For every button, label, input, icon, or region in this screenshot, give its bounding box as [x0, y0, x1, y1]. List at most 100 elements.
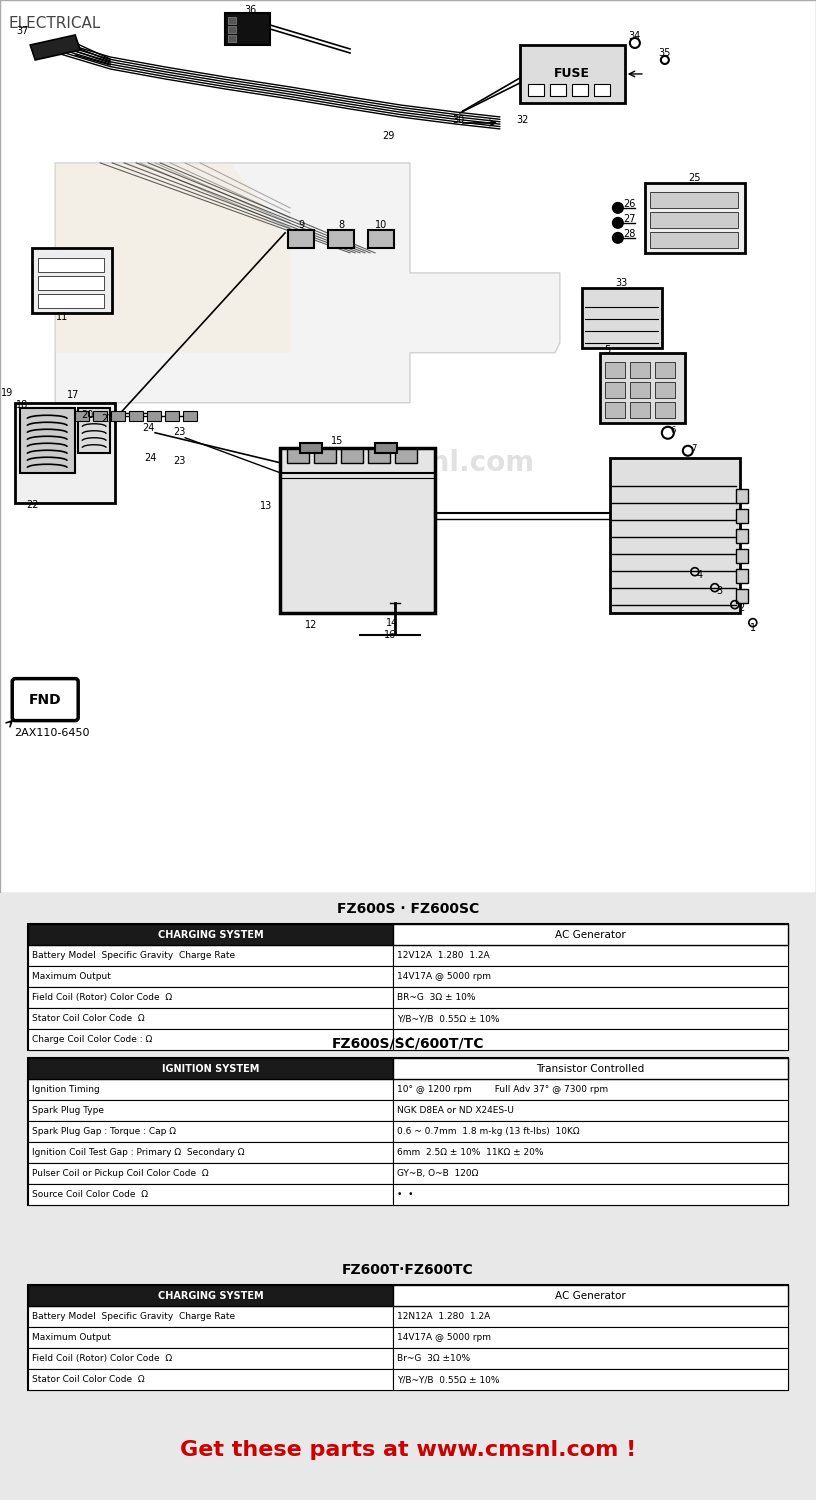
Bar	[28, 966, 392, 987]
Text: Ignition Timing: Ignition Timing	[32, 1086, 100, 1095]
Bar	[28, 1122, 392, 1143]
Bar	[650, 232, 738, 248]
Text: 14: 14	[386, 618, 398, 627]
Bar	[392, 1370, 788, 1390]
Bar	[165, 411, 180, 422]
Bar	[392, 966, 788, 987]
Text: Spark Plug Gap : Torque : Cap Ω: Spark Plug Gap : Torque : Cap Ω	[32, 1128, 176, 1137]
Bar	[395, 448, 417, 462]
Polygon shape	[30, 34, 80, 60]
Text: 9: 9	[298, 220, 304, 230]
Text: CHARGING SYSTEM: CHARGING SYSTEM	[157, 930, 264, 940]
Text: FZ600S/SC/600T/TC: FZ600S/SC/600T/TC	[332, 1036, 484, 1050]
Bar	[78, 408, 110, 453]
Bar	[655, 382, 675, 398]
Bar	[392, 1008, 788, 1029]
Text: 2: 2	[738, 603, 745, 612]
Text: 36: 36	[244, 4, 256, 15]
Bar	[630, 382, 650, 398]
Bar	[375, 442, 397, 453]
Bar	[28, 1059, 788, 1205]
Bar	[228, 16, 236, 24]
Text: •  •: • •	[397, 1191, 413, 1200]
Bar	[28, 1306, 392, 1328]
Bar	[328, 230, 354, 248]
Text: IGNITION SYSTEM: IGNITION SYSTEM	[162, 1064, 259, 1074]
Bar	[392, 1306, 788, 1328]
Bar	[392, 924, 788, 945]
Text: CHARGING SYSTEM: CHARGING SYSTEM	[157, 1290, 264, 1300]
Bar	[28, 987, 392, 1008]
Bar	[572, 84, 588, 96]
Circle shape	[613, 202, 623, 213]
Bar	[605, 362, 625, 378]
Bar	[28, 1059, 392, 1080]
Text: Transistor Controlled: Transistor Controlled	[536, 1064, 645, 1074]
Bar	[228, 34, 236, 42]
Bar	[630, 402, 650, 418]
Bar	[28, 1328, 392, 1348]
Text: 10: 10	[375, 220, 387, 230]
Bar	[341, 448, 363, 462]
Bar	[28, 1286, 392, 1306]
Bar	[28, 924, 788, 1050]
Circle shape	[613, 217, 623, 228]
Bar	[392, 1348, 788, 1370]
Bar	[736, 528, 747, 543]
Text: 35: 35	[659, 48, 671, 58]
Bar	[736, 588, 747, 603]
Bar	[314, 448, 336, 462]
Text: 15: 15	[330, 436, 344, 445]
Text: 5: 5	[604, 345, 610, 355]
Bar	[392, 1164, 788, 1185]
Bar	[610, 458, 740, 612]
Text: Y/B~Y/B  0.55Ω ± 10%: Y/B~Y/B 0.55Ω ± 10%	[397, 1376, 499, 1384]
Bar	[28, 1143, 392, 1164]
Polygon shape	[55, 164, 560, 404]
Bar	[392, 1080, 788, 1101]
Bar	[28, 945, 392, 966]
Bar	[392, 945, 788, 966]
Text: FZ600T·FZ600TC: FZ600T·FZ600TC	[342, 1263, 474, 1276]
Text: Get these parts at www.cmsnl.com !: Get these parts at www.cmsnl.com !	[180, 1440, 636, 1460]
Text: 22: 22	[26, 500, 38, 510]
Text: 16: 16	[384, 630, 396, 639]
Bar	[392, 1143, 788, 1164]
Text: 14V17A @ 5000 rpm: 14V17A @ 5000 rpm	[397, 972, 490, 981]
Text: 29: 29	[382, 130, 394, 141]
Bar	[392, 1122, 788, 1143]
Bar	[129, 411, 143, 422]
Text: Y/B~Y/B  0.55Ω ± 10%: Y/B~Y/B 0.55Ω ± 10%	[397, 1014, 499, 1023]
Bar	[20, 408, 75, 472]
Bar	[645, 183, 745, 254]
Text: ELECTRICAL: ELECTRICAL	[8, 16, 100, 32]
Bar	[594, 84, 610, 96]
Bar	[520, 45, 625, 104]
Bar	[368, 448, 390, 462]
Text: 23: 23	[173, 456, 185, 465]
Bar	[28, 1008, 392, 1029]
Bar	[38, 276, 104, 290]
Bar	[287, 448, 309, 462]
Bar	[736, 489, 747, 502]
Polygon shape	[55, 164, 290, 352]
Bar	[650, 211, 738, 228]
Text: 14V17A @ 5000 rpm: 14V17A @ 5000 rpm	[397, 1334, 490, 1342]
Circle shape	[613, 232, 623, 243]
Bar	[528, 84, 544, 96]
Bar	[288, 230, 314, 248]
Bar	[228, 26, 236, 33]
Bar	[392, 1328, 788, 1348]
Bar	[392, 1101, 788, 1122]
Text: 12N12A  1.280  1.2A: 12N12A 1.280 1.2A	[397, 1312, 490, 1322]
Bar	[655, 402, 675, 418]
Bar	[38, 258, 104, 272]
Text: Battery Model  Specific Gravity  Charge Rate: Battery Model Specific Gravity Charge Ra…	[32, 951, 235, 960]
Bar	[225, 13, 270, 45]
Text: FUSE: FUSE	[554, 68, 590, 81]
Text: 27: 27	[623, 214, 636, 223]
Text: AC Generator: AC Generator	[555, 1290, 626, 1300]
Text: 25: 25	[689, 172, 701, 183]
Text: 24: 24	[142, 423, 154, 433]
Text: 12: 12	[305, 620, 317, 630]
